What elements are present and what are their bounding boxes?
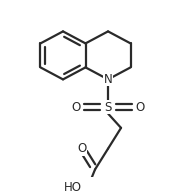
- Text: O: O: [77, 142, 87, 155]
- Text: N: N: [104, 73, 112, 86]
- Text: O: O: [135, 101, 145, 114]
- Text: S: S: [104, 101, 112, 114]
- Text: HO: HO: [64, 181, 82, 192]
- Text: O: O: [71, 101, 81, 114]
